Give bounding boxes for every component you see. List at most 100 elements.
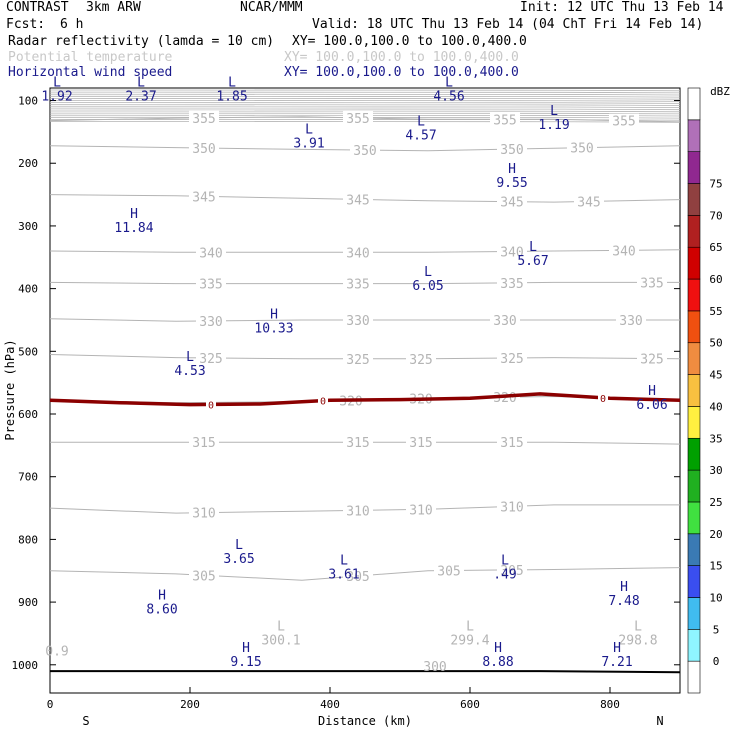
isentrope-label-bg xyxy=(637,275,667,290)
wind-extremum-value: 9.55 xyxy=(496,176,527,191)
isentrope-label: 350 xyxy=(570,142,593,157)
isentrope-label-bg xyxy=(196,245,226,260)
isentrope-label-bg xyxy=(609,113,639,128)
isentrope-label-bg xyxy=(616,312,646,327)
center-name: NCAR/MMM xyxy=(240,0,303,15)
init-time: Init: 12 UTC Thu 13 Feb 14 xyxy=(520,0,724,15)
wind-extremum-value: 1.19 xyxy=(538,118,569,133)
wind-extremum-value: 3.91 xyxy=(293,137,324,152)
wind-extremum-value: 5.67 xyxy=(517,254,548,269)
colorbar-swatch xyxy=(687,565,701,598)
field-theta-name: Potential temperature xyxy=(8,50,173,65)
isentrope-label: 345 xyxy=(192,190,215,205)
theta-extremum-value: 300 xyxy=(423,660,446,675)
wind-extremum-type: H xyxy=(613,641,621,656)
wind-extremum-value: 1.85 xyxy=(216,90,247,105)
plot-frame xyxy=(49,87,681,694)
isentrope-label: 340 xyxy=(346,246,369,261)
colorbar-level-label: 0 xyxy=(713,655,720,668)
y-tick-label: 100 xyxy=(18,95,38,108)
y-axis-label: Pressure (hPa) xyxy=(3,339,17,440)
x-tick-label: 400 xyxy=(320,698,340,711)
isentrope-label-bg xyxy=(497,275,527,290)
wind-extremum-type: L xyxy=(501,553,509,568)
wind-extremum-value: 6.05 xyxy=(412,279,443,294)
isentrope-label-bg xyxy=(343,351,373,366)
isentrope-label-bg xyxy=(490,312,520,327)
y-tick-label: 300 xyxy=(18,220,38,233)
y-tick-label: 500 xyxy=(18,345,38,358)
theta-extremum-value: 0.9 xyxy=(45,644,68,659)
dense-isentrope xyxy=(49,121,681,123)
isentrope-label-bg xyxy=(196,350,226,365)
isentrope-label-bg xyxy=(497,194,527,209)
isentrope-label-bg xyxy=(574,194,604,209)
wind-extremum-value: .49 xyxy=(493,567,516,582)
isentrope-label: 345 xyxy=(500,196,523,211)
isentrope-label: 340 xyxy=(199,246,222,261)
wind-extremum-type: H xyxy=(508,162,516,177)
y-tick-label: 1000 xyxy=(12,659,39,672)
dense-isentrope xyxy=(49,98,681,100)
model-name: 3km ARW xyxy=(86,0,141,15)
colorbar-swatch xyxy=(687,151,701,184)
isentrope-label: 350 xyxy=(500,143,523,158)
freezing-label-bg xyxy=(318,394,328,407)
colorbar-level-label: 75 xyxy=(709,178,722,191)
colorbar-level-label: 20 xyxy=(709,528,722,541)
isentrope-label: 330 xyxy=(346,314,369,329)
field-reflectivity-name: Radar reflectivity (lamda = 10 cm) xyxy=(8,34,275,49)
wind-extremum-value: 8.88 xyxy=(482,655,513,670)
dense-isentrope xyxy=(49,95,681,98)
isentrope-label: 325 xyxy=(409,353,432,368)
isentrope-label-bg xyxy=(406,435,436,450)
isentrope-label: 330 xyxy=(619,314,642,329)
theta-extremum-value: 300.1 xyxy=(261,634,300,649)
isentrope-label-bg xyxy=(343,245,373,260)
isentrope-label: 355 xyxy=(612,115,635,130)
isentrope-label-bg xyxy=(609,243,639,258)
forecast-label: Fcst: xyxy=(6,17,46,32)
isentrope-label: 315 xyxy=(500,436,523,451)
terrain-line xyxy=(50,670,681,674)
x-end-label-north: N xyxy=(656,714,663,728)
colorbar-swatch xyxy=(687,215,701,248)
wind-extremum-value: 1.92 xyxy=(41,90,72,105)
isentrope-label-bg xyxy=(406,502,436,517)
isentrope-label: 305 xyxy=(192,569,215,584)
upper-level-dense-isentropes xyxy=(49,89,681,123)
field-wind-xy: XY= 100.0,100.0 to 100.0,400.0 xyxy=(284,65,519,80)
colorbar-level-label: 60 xyxy=(709,273,722,286)
freezing-label-bg xyxy=(206,398,216,411)
isentrope-label: 355 xyxy=(493,113,516,128)
wind-extremum-type: L xyxy=(424,265,432,280)
isentrope-label: 345 xyxy=(577,195,600,210)
isentrope-label-bg xyxy=(196,276,226,291)
isentrope-label-bg xyxy=(189,110,219,125)
isentrope-label: 350 xyxy=(192,142,215,157)
isentrope-label-bg xyxy=(497,244,527,259)
colorbar-swatch xyxy=(687,501,701,535)
colorbar-level-label: 65 xyxy=(709,241,722,254)
project-name: CONTRAST xyxy=(6,0,69,15)
wind-extremum-type: H xyxy=(494,641,502,656)
wind-extremum-value: 4.56 xyxy=(433,90,464,105)
colorbar-level-label: 50 xyxy=(709,337,722,350)
wind-extremum-value: 8.60 xyxy=(146,602,177,617)
colorbar-level-label: 40 xyxy=(709,400,722,413)
dense-isentrope xyxy=(49,100,681,102)
y-tick-label: 900 xyxy=(18,596,38,609)
isentrope-label: 310 xyxy=(500,500,523,515)
isentrope-label: 355 xyxy=(346,112,369,127)
colorbar-swatch xyxy=(687,629,701,662)
wind-extremum-type: H xyxy=(158,588,166,603)
wind-extremum-value: 11.84 xyxy=(114,221,153,236)
wind-extremum-type: L xyxy=(235,538,243,553)
isentrope-label: 310 xyxy=(346,504,369,519)
isentrope-label: 325 xyxy=(640,353,663,368)
isentrope-label-bg xyxy=(343,435,373,450)
x-end-label-south: S xyxy=(82,714,89,728)
dense-isentrope xyxy=(49,106,681,108)
